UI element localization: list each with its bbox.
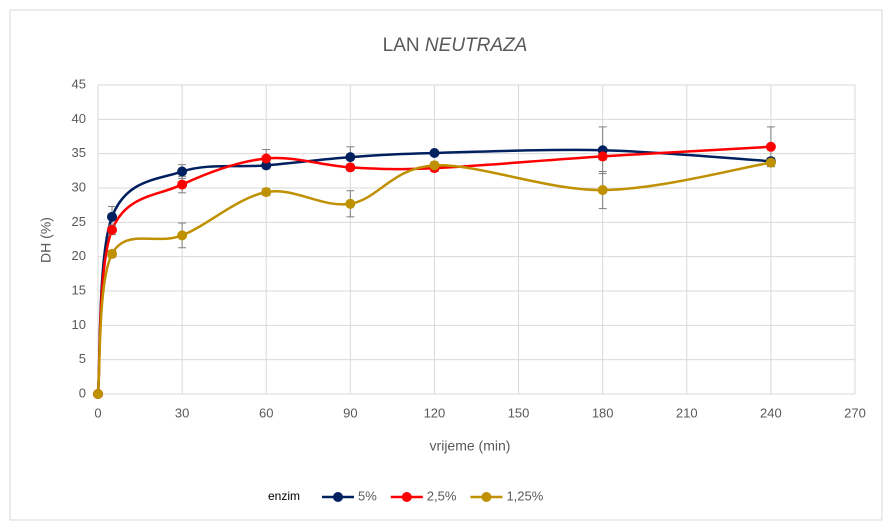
x-tick-label: 270 — [844, 405, 866, 420]
legend-label: 2,5% — [427, 488, 457, 503]
y-axis-title: DH (%) — [38, 217, 54, 263]
data-point — [261, 160, 272, 171]
x-tick-label: 240 — [760, 405, 782, 420]
data-point — [429, 160, 440, 171]
chart-border — [9, 9, 883, 521]
data-point — [345, 162, 356, 173]
y-tick-label: 25 — [72, 214, 86, 229]
x-axis-title: vrijeme (min) — [430, 438, 511, 454]
data-point — [597, 185, 608, 196]
legend-marker — [401, 492, 412, 502]
y-tick-label: 30 — [72, 179, 86, 194]
x-tick-label: 210 — [676, 405, 698, 420]
x-tick-label: 120 — [424, 405, 446, 420]
title-main: LAN — [383, 35, 420, 56]
x-tick-label: 0 — [94, 405, 101, 420]
data-point — [345, 198, 356, 209]
y-tick-label: 35 — [72, 145, 86, 160]
y-tick-label: 0 — [79, 385, 86, 400]
data-point — [261, 153, 272, 164]
y-tick-label: 5 — [79, 351, 86, 366]
legend-marker — [333, 492, 343, 502]
data-point — [765, 157, 776, 168]
data-point — [597, 151, 608, 162]
data-point — [107, 248, 118, 259]
data-point — [107, 224, 118, 235]
legend-label: 1,25% — [506, 488, 543, 503]
legend-marker — [481, 492, 492, 502]
data-point — [177, 230, 188, 241]
title-italic: NEUTRAZA — [425, 35, 527, 56]
chart-title: LAN NEUTRAZA — [383, 35, 528, 56]
y-tick-label: 20 — [72, 248, 86, 263]
x-tick-label: 150 — [508, 405, 530, 420]
data-point — [177, 166, 188, 177]
data-point — [765, 141, 776, 152]
data-point — [93, 389, 103, 399]
data-point — [107, 211, 118, 222]
data-point — [429, 147, 440, 158]
x-tick-label: 180 — [592, 405, 614, 420]
data-point — [261, 187, 272, 198]
x-tick-label: 90 — [343, 405, 357, 420]
x-tick-label: 30 — [175, 405, 189, 420]
y-tick-label: 40 — [72, 111, 86, 126]
y-tick-label: 10 — [72, 317, 86, 332]
legend-label: 5% — [358, 488, 377, 503]
x-tick-label: 60 — [259, 405, 273, 420]
y-tick-label: 45 — [72, 76, 86, 91]
data-point — [345, 152, 356, 163]
y-tick-label: 15 — [72, 282, 86, 297]
legend-title: enzim — [268, 489, 300, 503]
data-point — [177, 179, 188, 190]
